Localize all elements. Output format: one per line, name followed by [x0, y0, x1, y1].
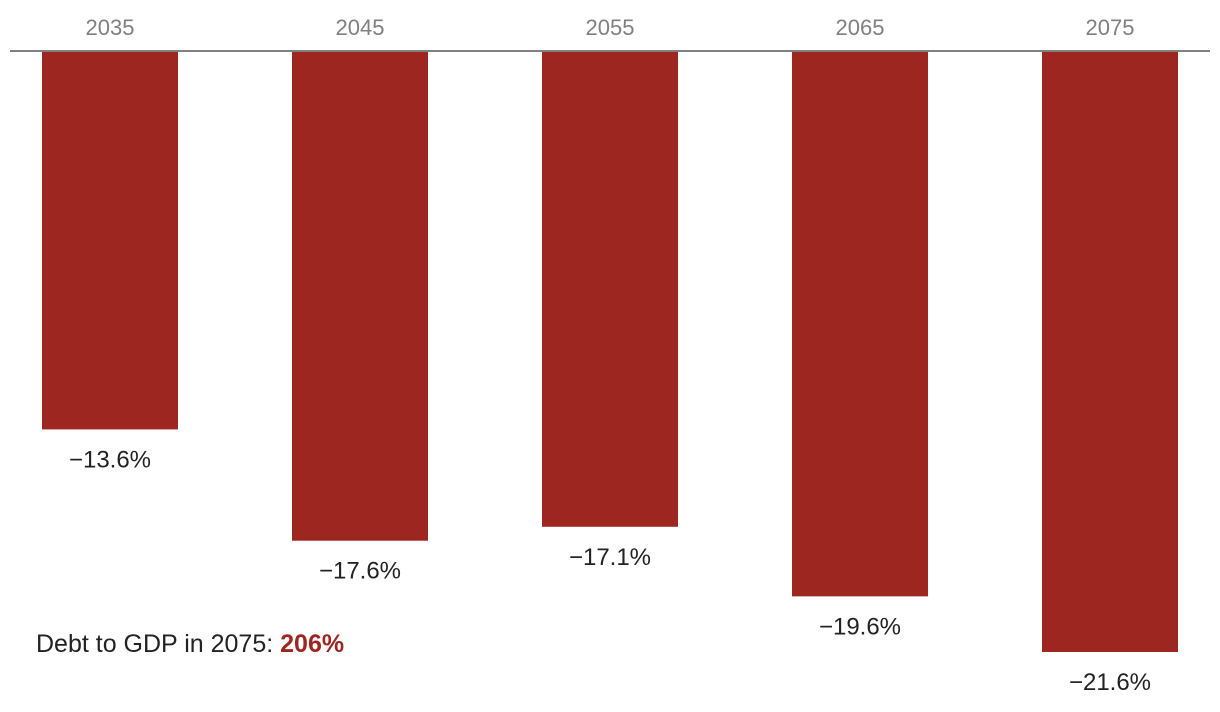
annotation-label: Debt to GDP in 2075:: [36, 630, 274, 658]
bar-2055: [542, 52, 678, 527]
data-labels: −13.6% −17.6% −17.1% −19.6% −21.6%: [69, 446, 1151, 696]
x-tick-label-2065: 2065: [836, 15, 885, 40]
data-label-2045: −17.6%: [319, 558, 401, 585]
x-tick-labels: 2035 2045 2055 2065 2075: [86, 15, 1135, 40]
bars-group: [42, 52, 1178, 652]
data-label-2035: −13.6%: [69, 446, 151, 473]
x-tick-label-2075: 2075: [1086, 15, 1135, 40]
bar-2035: [42, 52, 178, 430]
debt-to-gdp-annotation: Debt to GDP in 2075: 206%: [36, 630, 344, 659]
bar-2075: [1042, 52, 1178, 652]
data-label-2075: −21.6%: [1069, 669, 1151, 696]
data-label-2065: −19.6%: [819, 613, 901, 640]
annotation-value: 206%: [280, 630, 345, 658]
bar-2065: [792, 52, 928, 597]
data-label-2055: −17.1%: [569, 544, 651, 571]
x-tick-label-2045: 2045: [336, 15, 385, 40]
x-tick-label-2035: 2035: [86, 15, 135, 40]
bar-2045: [292, 52, 428, 541]
x-tick-label-2055: 2055: [586, 15, 635, 40]
